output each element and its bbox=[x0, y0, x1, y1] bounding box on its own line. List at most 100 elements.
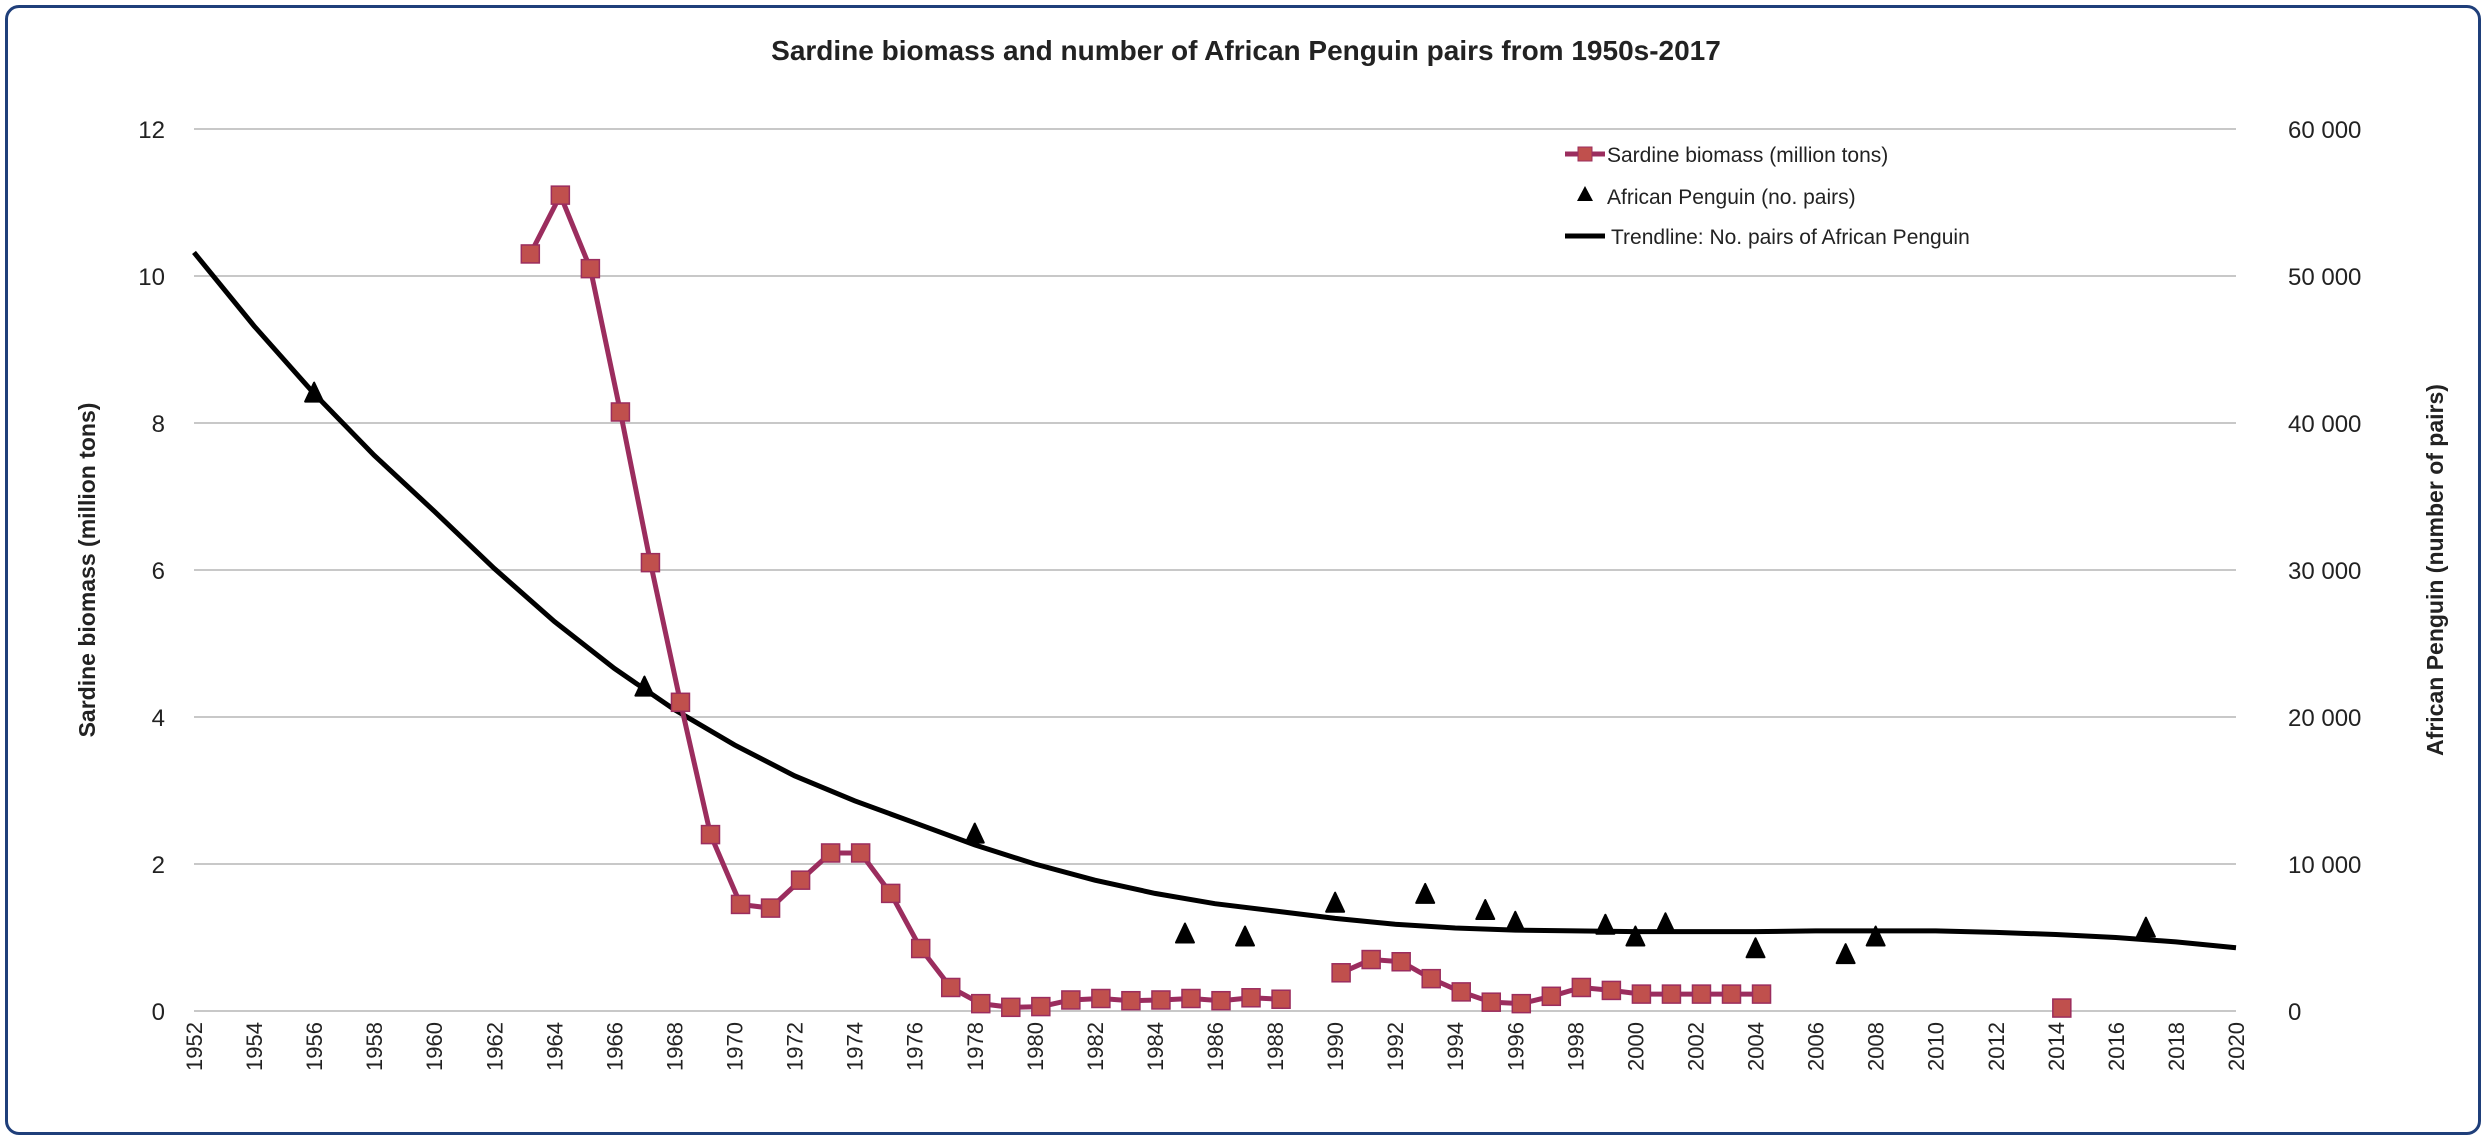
x-tick-label: 2002 bbox=[1683, 1022, 1708, 1071]
sardine-point bbox=[760, 898, 781, 918]
x-tick-label: 1966 bbox=[602, 1022, 627, 1071]
x-tick-label: 1952 bbox=[182, 1022, 207, 1071]
x-tick-label: 1982 bbox=[1083, 1022, 1108, 1071]
penguin-point bbox=[1865, 925, 1886, 947]
y-tick-label: 10 bbox=[138, 264, 165, 291]
sardine-point bbox=[1271, 989, 1291, 1009]
sardine-point bbox=[580, 258, 601, 279]
legend-penguin-marker bbox=[1577, 186, 1593, 201]
x-tick-label: 1974 bbox=[843, 1022, 868, 1071]
y2-tick-label: 50 000 bbox=[2288, 264, 2361, 291]
y2-tick-label: 10 000 bbox=[2288, 852, 2361, 879]
penguin-point bbox=[1475, 899, 1496, 921]
sardine-point bbox=[1481, 992, 1502, 1012]
sardine-point bbox=[1121, 990, 1141, 1011]
sardine-point bbox=[1751, 984, 1772, 1004]
sardine-point bbox=[1661, 984, 1682, 1004]
penguin-point bbox=[1505, 910, 1526, 932]
penguin-point bbox=[304, 381, 325, 403]
penguin-point bbox=[1835, 943, 1856, 965]
sardine-point bbox=[1601, 980, 1622, 1001]
sardine-line bbox=[528, 189, 1282, 1010]
chart-frame bbox=[5, 5, 2481, 1135]
y2-tick-label: 30 000 bbox=[2288, 558, 2361, 585]
sardine-point bbox=[1541, 986, 1562, 1007]
y-tick-label: 8 bbox=[152, 411, 165, 438]
penguin-point bbox=[1595, 913, 1616, 935]
x-tick-label: 1992 bbox=[1383, 1022, 1408, 1071]
sardine-point bbox=[1241, 988, 1261, 1008]
x-tick-label: 1960 bbox=[422, 1022, 447, 1071]
sardine-point bbox=[550, 185, 571, 205]
sardine-point bbox=[670, 692, 691, 713]
x-tick-label: 1970 bbox=[723, 1022, 748, 1071]
x-tick-label: 1958 bbox=[362, 1022, 387, 1071]
sardine-point bbox=[1511, 993, 1532, 1014]
x-tick-label: 1988 bbox=[1263, 1022, 1288, 1071]
penguin-point bbox=[2135, 916, 2156, 938]
y-axis-label: Sardine biomass (million tons) bbox=[74, 403, 100, 738]
penguin-point bbox=[1235, 925, 1256, 947]
sardine-point bbox=[520, 244, 541, 264]
x-tick-label: 2010 bbox=[1924, 1022, 1949, 1071]
sardine-point bbox=[700, 824, 721, 845]
sardine-point bbox=[1451, 982, 1471, 1002]
x-tick-label: 2000 bbox=[1623, 1022, 1648, 1071]
x-tick-label: 1986 bbox=[1203, 1022, 1228, 1071]
x-tick-label: 2018 bbox=[2164, 1022, 2189, 1071]
sardine-point bbox=[730, 894, 751, 915]
y-tick-label: 0 bbox=[152, 999, 165, 1026]
legend-sardine-marker bbox=[1577, 146, 1593, 162]
x-tick-label: 1972 bbox=[783, 1022, 808, 1071]
sardine-point bbox=[1001, 997, 1021, 1018]
x-tick-label: 1964 bbox=[542, 1022, 567, 1071]
y2-tick-label: 0 bbox=[2288, 999, 2301, 1026]
sardine-point bbox=[820, 843, 841, 863]
x-tick-label: 1998 bbox=[1563, 1022, 1588, 1071]
x-tick-label: 2014 bbox=[2044, 1022, 2069, 1071]
y-tick-label: 4 bbox=[152, 705, 165, 732]
x-tick-label: 1990 bbox=[1323, 1022, 1348, 1071]
x-tick-label: 2008 bbox=[1864, 1022, 1889, 1071]
sardine-point bbox=[910, 938, 931, 959]
sardine-point bbox=[1421, 968, 1441, 989]
sardine-point bbox=[2052, 998, 2072, 1018]
sardine-point bbox=[1571, 977, 1592, 998]
x-tick-label: 2016 bbox=[2104, 1022, 2129, 1071]
penguin-point bbox=[1745, 937, 1766, 959]
sardine-point bbox=[790, 870, 811, 890]
penguin-point bbox=[1655, 912, 1676, 934]
sardine-point bbox=[1691, 984, 1712, 1004]
y-tick-label: 6 bbox=[152, 558, 165, 585]
sardine-point bbox=[1211, 990, 1231, 1011]
y2-tick-label: 20 000 bbox=[2288, 705, 2361, 732]
legend-sardine-label: Sardine biomass (million tons) bbox=[1607, 144, 1888, 167]
x-tick-label: 1954 bbox=[242, 1022, 267, 1071]
sardine-point bbox=[1331, 963, 1351, 983]
x-tick-label: 1980 bbox=[1023, 1022, 1048, 1071]
x-tick-label: 1976 bbox=[903, 1022, 928, 1071]
x-tick-label: 2006 bbox=[1804, 1022, 1829, 1071]
penguin-point bbox=[1174, 922, 1195, 944]
chart-title: Sardine biomass and number of African Pe… bbox=[771, 35, 1721, 66]
legend-penguin-label: African Penguin (no. pairs) bbox=[1607, 186, 1856, 209]
sardine-point bbox=[940, 977, 961, 998]
sardine-point bbox=[1391, 952, 1411, 972]
sardine-point bbox=[640, 552, 661, 573]
sardine-point bbox=[880, 883, 901, 904]
y2-axis-label: African Penguin (number of pairs) bbox=[2422, 384, 2448, 756]
sardine-point bbox=[610, 402, 631, 422]
sardine-point bbox=[1631, 984, 1652, 1004]
legend-trend-label: Trendline: No. pairs of African Penguin bbox=[1611, 226, 1970, 249]
y2-tick-label: 60 000 bbox=[2288, 117, 2361, 144]
sardine-point bbox=[850, 843, 871, 863]
y2-tick-label: 40 000 bbox=[2288, 411, 2361, 438]
penguin-point bbox=[964, 822, 985, 844]
penguin-point bbox=[1415, 882, 1436, 904]
sardine-point bbox=[1721, 984, 1742, 1004]
x-tick-label: 2012 bbox=[1984, 1022, 2009, 1071]
x-tick-label: 1984 bbox=[1143, 1022, 1168, 1071]
sardine-point bbox=[1061, 990, 1081, 1010]
penguin-point bbox=[1625, 925, 1646, 947]
